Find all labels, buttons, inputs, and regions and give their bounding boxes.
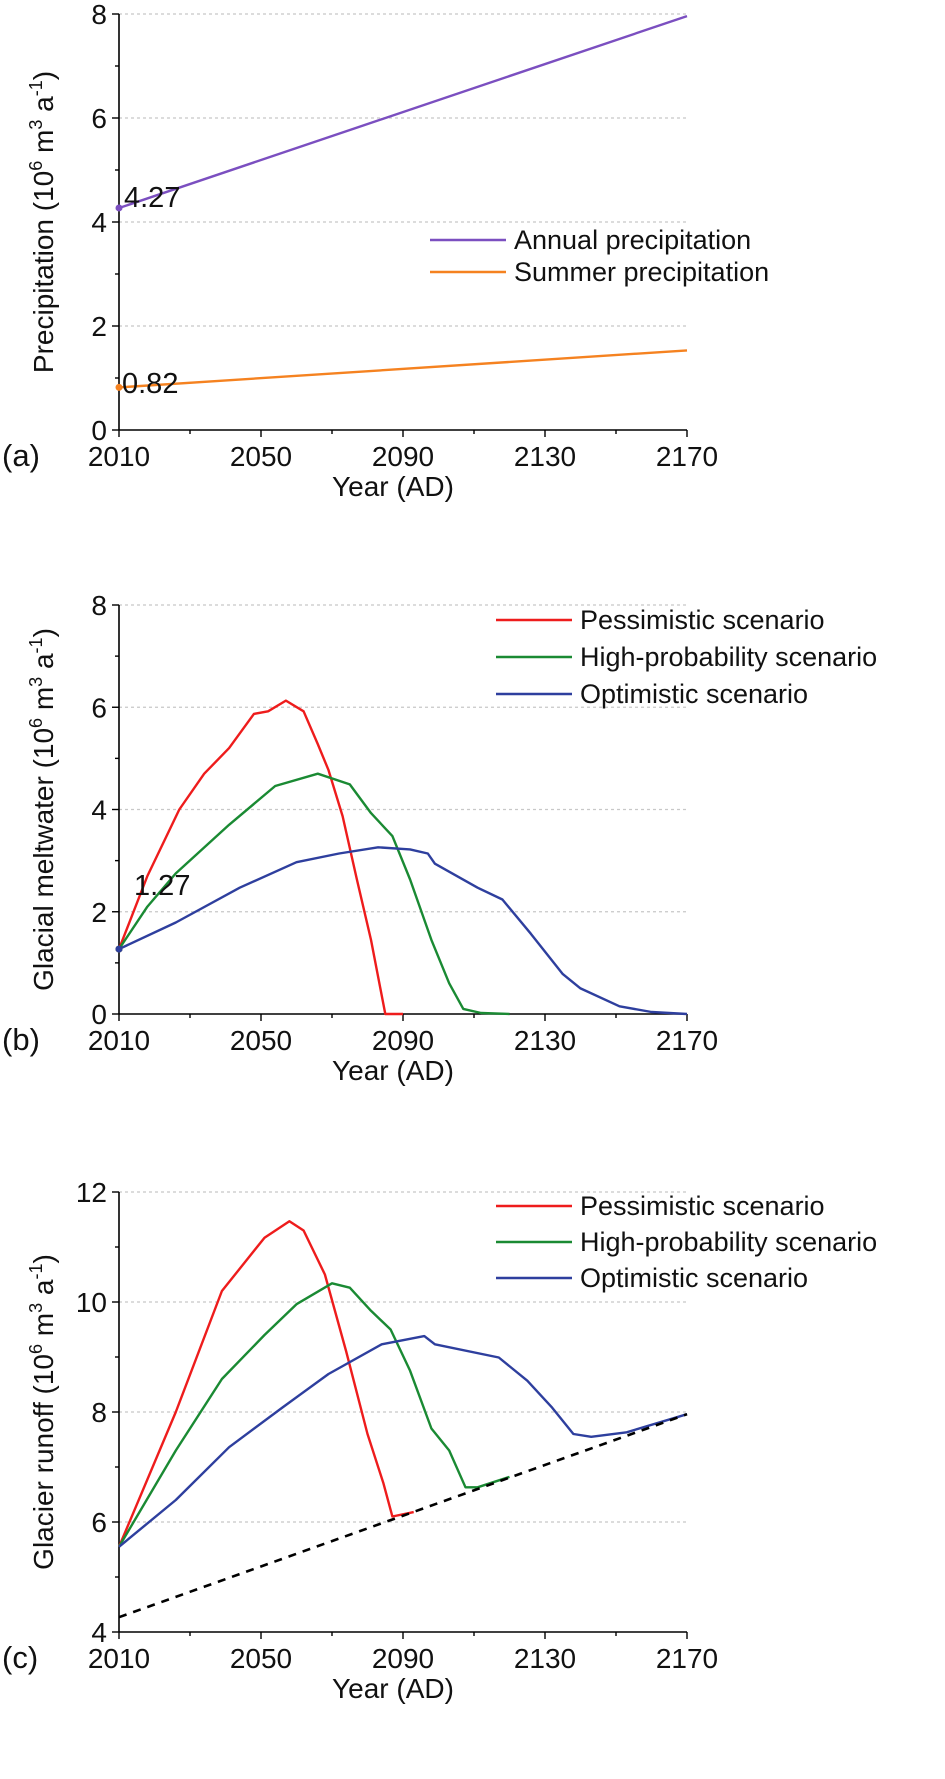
y-tick-label: 2: [91, 897, 107, 928]
y-axis-title-part: ): [28, 1254, 59, 1263]
x-tick-label: 2130: [514, 1643, 576, 1674]
x-tick-label: 2090: [372, 1643, 434, 1674]
y-axis-title-part: m: [28, 1313, 59, 1344]
y-axis-title-part: a: [28, 96, 59, 120]
y-tick-label: 8: [91, 590, 107, 621]
legend-item: Optimistic scenario: [496, 1263, 808, 1293]
panel-label: (c): [2, 1640, 38, 1675]
legend-item: Pessimistic scenario: [496, 605, 825, 635]
series-line-pessimistic-scenario: [117, 1219, 414, 1548]
y-tick-label: 0: [91, 415, 107, 446]
series-line-annual-precipitation: [118, 14, 688, 210]
y-axis-title-part: Precipitation (10: [28, 171, 59, 373]
legend-item: High-probability scenario: [496, 1227, 877, 1257]
x-tick-label: 2090: [372, 1025, 434, 1056]
x-tick-label: 2050: [230, 1643, 292, 1674]
y-axis-title-superscript: 6: [26, 718, 46, 728]
legend-item: Annual precipitation: [430, 225, 751, 255]
legend-label: Pessimistic scenario: [580, 1191, 825, 1221]
x-tick-label: 2050: [230, 441, 292, 472]
x-tick-label: 2010: [88, 441, 150, 472]
series-line-summer-precipitation: [118, 349, 688, 389]
series-line-high-probability-scenario: [117, 1282, 510, 1548]
y-axis-title-part: a: [28, 1279, 59, 1303]
start-point-marker: [115, 204, 123, 212]
series-line-optimistic-scenario: [118, 846, 688, 1016]
panel-c: 4 6 8 10 12 2010 2050 2090 2130 2170 Year (AD) (c) G…: [2, 1177, 877, 1704]
panel-a: 0 2 4 6 8 2010 2050 2090 2130 2170 Year (AD) (a) Pre…: [2, 0, 769, 502]
y-axis-title-superscript: -1: [26, 1264, 46, 1280]
legend-label: Pessimistic scenario: [580, 605, 825, 635]
series-line-pessimistic-scenario: [117, 699, 403, 1016]
x-tick-label: 2170: [656, 1025, 718, 1056]
y-axis-title-superscript: 6: [26, 1344, 46, 1354]
x-axis-title: Year (AD): [332, 1055, 454, 1086]
data-label: 1.27: [134, 870, 190, 902]
y-tick-label: 8: [91, 1397, 107, 1428]
y-axis-title-superscript: -1: [26, 80, 46, 96]
x-tick-label: 2090: [372, 441, 434, 472]
y-tick-label: 10: [76, 1287, 107, 1318]
y-axis-title-part: ): [28, 628, 59, 637]
y-axis-title-superscript: -1: [26, 637, 46, 653]
panel-label: (b): [2, 1022, 40, 1057]
start-point-marker: [115, 945, 123, 953]
y-tick-label: 4: [91, 795, 107, 826]
x-tick-label: 2010: [88, 1643, 150, 1674]
y-tick-label: 6: [91, 103, 107, 134]
legend-label: High-probability scenario: [580, 1227, 877, 1257]
data-label: 0.82: [122, 368, 178, 400]
legend-label: Summer precipitation: [514, 257, 769, 287]
y-tick-label: 6: [91, 692, 107, 723]
y-axis-title-part: Glacial meltwater (10: [28, 728, 59, 991]
y-axis-title: Glacial meltwater (106 m3 a-1): [26, 628, 59, 991]
legend-label: High-probability scenario: [580, 642, 877, 672]
start-point-marker: [115, 383, 123, 391]
x-tick-label: 2130: [514, 441, 576, 472]
y-axis-title-part: m: [28, 130, 59, 161]
y-tick-label: 0: [91, 999, 107, 1030]
y-axis-title-superscript: 3: [26, 1303, 46, 1313]
x-axis-title: Year (AD): [332, 471, 454, 502]
y-tick-label: 2: [91, 311, 107, 342]
x-tick-label: 2130: [514, 1025, 576, 1056]
y-tick-label: 6: [91, 1507, 107, 1538]
x-tick-label: 2050: [230, 1025, 292, 1056]
y-tick-label: 8: [91, 0, 107, 30]
panel-label: (a): [2, 438, 40, 473]
legend-item: Pessimistic scenario: [496, 1191, 825, 1221]
legend-label: Optimistic scenario: [580, 1263, 808, 1293]
y-tick-label: 4: [91, 1617, 107, 1648]
legend-label: Optimistic scenario: [580, 679, 808, 709]
y-axis-title-part: Glacier runoff (10: [28, 1354, 59, 1570]
x-tick-label: 2170: [656, 441, 718, 472]
y-tick-label: 12: [76, 1177, 107, 1208]
x-tick-label: 2010: [88, 1025, 150, 1056]
y-axis-title-part: ): [28, 71, 59, 80]
y-axis-title-part: m: [28, 687, 59, 718]
y-axis-title-superscript: 3: [26, 120, 46, 130]
y-axis-title-superscript: 3: [26, 677, 46, 687]
series-line-high-probability-scenario: [118, 772, 510, 1016]
data-label: 4.27: [124, 182, 180, 214]
legend-label: Annual precipitation: [514, 225, 751, 255]
y-axis-title-part: a: [28, 653, 59, 677]
y-axis-title: Precipitation (106 m3 a-1): [26, 71, 59, 373]
y-tick-label: 4: [91, 207, 107, 238]
legend-item: Optimistic scenario: [496, 679, 808, 709]
series-line-optimistic-scenario: [118, 1334, 688, 1548]
y-axis-title-superscript: 6: [26, 161, 46, 171]
x-axis-title: Year (AD): [332, 1673, 454, 1704]
legend-item: High-probability scenario: [496, 642, 877, 672]
panel-b: 0 2 4 6 8 2010 2050 2090 2130 2170 Year (AD) (b) Gla…: [2, 590, 877, 1086]
x-tick-label: 2170: [656, 1643, 718, 1674]
baseline-dashed-line: [118, 1412, 688, 1619]
legend-item: Summer precipitation: [430, 257, 769, 287]
y-axis-title: Glacier runoff (106 m3 a-1): [26, 1254, 59, 1570]
